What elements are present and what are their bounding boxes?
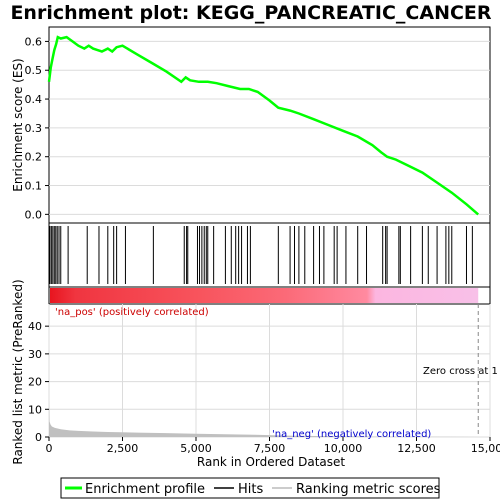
x-tick-label: 0 bbox=[46, 442, 53, 455]
rank-color-bar bbox=[49, 287, 490, 304]
es-y-tick-label: 0.4 bbox=[25, 93, 43, 106]
es-y-tick-label: 0.3 bbox=[25, 122, 43, 135]
x-tick-label: 12,500 bbox=[397, 442, 436, 455]
legend: Enrichment profile Hits Ranking metric s… bbox=[61, 478, 441, 498]
metric-y-tick-label: 30 bbox=[28, 348, 42, 361]
x-tick-label: 15,000 bbox=[471, 442, 500, 455]
hits-frame bbox=[49, 223, 490, 287]
x-tick-label: 10,000 bbox=[324, 442, 363, 455]
es-y-tick-label: 0.0 bbox=[25, 208, 43, 221]
x-tick-label: 2,500 bbox=[107, 442, 139, 455]
metric-y-axis-label: Ranked list metric (PreRanked) bbox=[11, 279, 25, 464]
legend-metric-label: Ranking metric scores bbox=[296, 482, 441, 497]
es-y-tick-label: 0.5 bbox=[25, 64, 43, 77]
enrichment-score-panel: 0.0 0.1 0.2 0.3 0.4 0.5 0.6 Enrichment score (… bbox=[11, 27, 490, 223]
pos-correlated-label: 'na_pos' (positively correlated) bbox=[55, 307, 209, 318]
es-plot-frame bbox=[49, 27, 490, 223]
es-y-axis-label: Enrichment score (ES) bbox=[11, 58, 25, 191]
metric-y-tick-label: 0 bbox=[35, 431, 42, 444]
es-y-tick-label: 0.1 bbox=[25, 180, 43, 193]
hits-panel bbox=[49, 223, 490, 287]
es-y-axis-ticks: 0.0 0.1 0.2 0.3 0.4 0.5 0.6 bbox=[25, 35, 50, 221]
metric-y-tick-label: 40 bbox=[28, 320, 42, 333]
legend-hits-label: Hits bbox=[238, 482, 263, 497]
x-axis-label: Rank in Ordered Dataset bbox=[197, 455, 345, 469]
ranking-metric-panel: 0 10 20 30 40 0 2,500 5,000 7,500 10,000 12,500 15… bbox=[11, 279, 500, 469]
metric-y-axis-ticks: 0 10 20 30 40 bbox=[28, 320, 49, 444]
legend-enrichment-label: Enrichment profile bbox=[85, 482, 205, 497]
metric-y-tick-label: 20 bbox=[28, 376, 42, 389]
neg-correlated-label: 'na_neg' (negatively correlated) bbox=[272, 429, 431, 440]
chart-title: Enrichment plot: KEGG_PANCREATIC_CANCER bbox=[10, 2, 491, 24]
es-y-tick-label: 0.2 bbox=[25, 151, 43, 164]
es-y-tick-label: 0.6 bbox=[25, 35, 43, 48]
zero-cross-label: Zero cross at 1 bbox=[423, 366, 498, 377]
metric-y-tick-label: 10 bbox=[28, 403, 42, 416]
x-tick-label: 5,000 bbox=[180, 442, 212, 455]
rank-gradient-fill bbox=[50, 288, 478, 303]
x-tick-label: 7,500 bbox=[254, 442, 286, 455]
